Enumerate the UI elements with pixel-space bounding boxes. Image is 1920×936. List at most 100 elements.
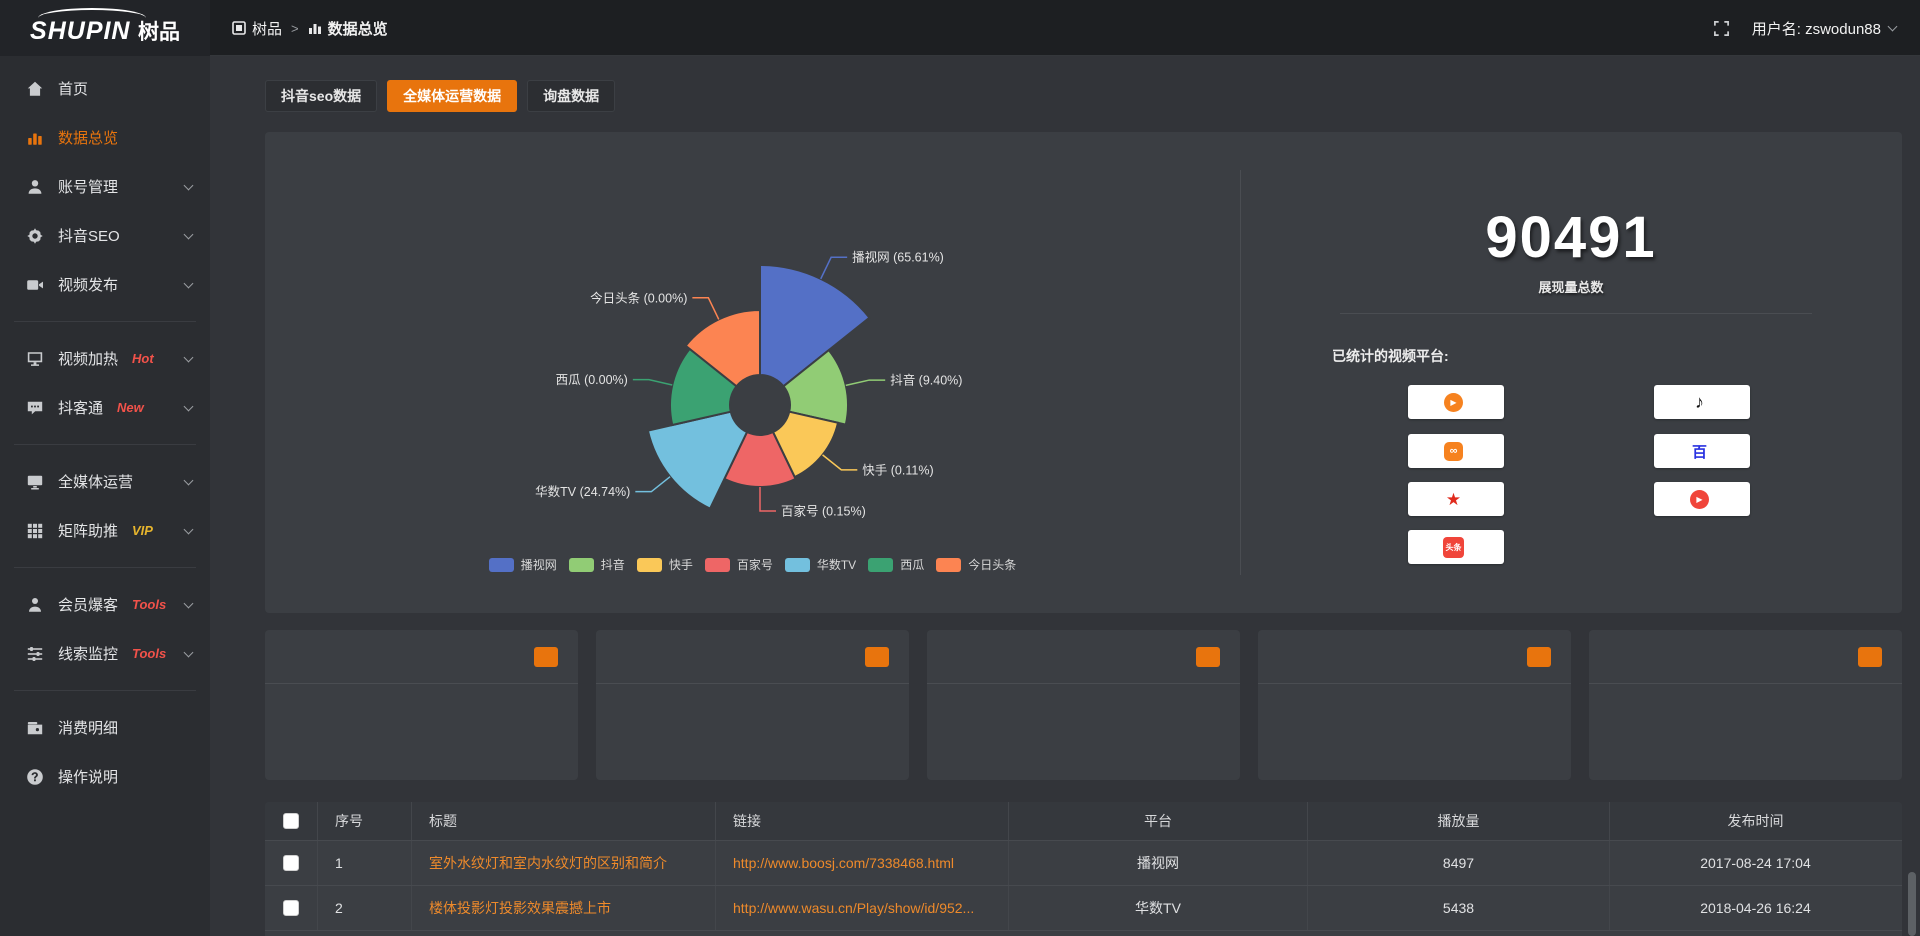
legend-item-今日头条[interactable]: 今日头条 bbox=[936, 556, 1016, 573]
pie-slice-抖音[interactable] bbox=[782, 348, 849, 426]
cell-value-plays: 8497 bbox=[1442, 855, 1475, 871]
logo-text-cn: 树品 bbox=[137, 21, 180, 44]
legend-swatch bbox=[868, 557, 894, 572]
column-header-plays: 播放量 bbox=[1308, 802, 1610, 840]
chart-bars-icon bbox=[28, 133, 42, 145]
sidebar-item-线索监控[interactable]: 线索监控 Tools bbox=[0, 629, 210, 678]
cell-platform: 华数TV bbox=[1009, 886, 1308, 930]
cell-select bbox=[265, 841, 318, 885]
sidebar-item-label: 矩阵助推 bbox=[58, 523, 119, 540]
tab-全媒体运营数据[interactable]: 全媒体运营数据 bbox=[387, 80, 518, 112]
legend-label: 播视网 bbox=[520, 558, 557, 572]
sidebar-item-消费明细[interactable]: 消费明细 bbox=[0, 703, 210, 752]
breadcrumb-root[interactable]: 树品 bbox=[232, 18, 282, 39]
legend-label: 快手 bbox=[668, 558, 693, 572]
column-header-label: 链接 bbox=[733, 813, 761, 829]
sidebar-item-抖客通[interactable]: 抖客通 New bbox=[0, 383, 210, 432]
pie-slice-播视网[interactable] bbox=[759, 263, 871, 388]
video-url-link[interactable]: http://www.boosj.com/7338468.html bbox=[733, 855, 955, 871]
person-icon bbox=[29, 597, 41, 612]
video-url-link[interactable]: http://www.wasu.cn/Play/show/id/952... bbox=[733, 900, 975, 916]
pie-slice-华数TV[interactable] bbox=[646, 410, 749, 510]
cell-link: http://www.wasu.cn/Play/show/id/952... bbox=[716, 886, 1009, 930]
sidebar-item-label: 视频加热 bbox=[58, 351, 119, 368]
data-tabs: 抖音seo数据 全媒体运营数据 询盘数据 bbox=[265, 80, 616, 112]
row-checkbox[interactable] bbox=[283, 900, 299, 916]
pie-slice-西瓜[interactable] bbox=[669, 347, 738, 427]
video-title-link[interactable]: 室外水纹灯和室内水纹灯的区别和简介 bbox=[429, 855, 667, 871]
pie-label-西瓜: 西瓜 (0.00%) bbox=[556, 373, 628, 387]
platform-badge-快手: ∞ bbox=[1408, 434, 1504, 468]
sliders-icon bbox=[27, 646, 43, 661]
sidebar: 首页数据总览账号管理 抖音SEO 视频发布视频加热 Hot 抖客通 New 全媒体运营矩阵助… bbox=[0, 56, 210, 936]
tab-询盘数据[interactable]: 询盘数据 bbox=[527, 80, 616, 112]
sidebar-item-全媒体运营[interactable]: 全媒体运营 bbox=[0, 457, 210, 506]
legend-item-百家号[interactable]: 百家号 bbox=[704, 556, 773, 573]
kuaishou-logo-icon: ∞ bbox=[1444, 441, 1463, 461]
boosj-logo-icon: ▶ bbox=[1444, 392, 1463, 412]
chevron-down-icon bbox=[183, 352, 194, 362]
video-title-link[interactable]: 楼体投影灯投影效果震撼上市 bbox=[429, 900, 611, 916]
sidebar-item-会员爆客[interactable]: 会员爆客 Tools bbox=[0, 580, 210, 629]
legend-item-华数TV[interactable]: 华数TV bbox=[784, 556, 856, 573]
sidebar-item-label: 数据总览 bbox=[58, 130, 119, 147]
legend-item-西瓜[interactable]: 西瓜 bbox=[868, 556, 924, 573]
sidebar-item-数据总览[interactable]: 数据总览 bbox=[0, 113, 210, 162]
column-header-label: 播放量 bbox=[1437, 813, 1480, 829]
total-badge bbox=[1858, 646, 1882, 667]
sidebar-item-tag: New bbox=[117, 400, 144, 415]
chevron-down-icon bbox=[183, 180, 194, 190]
column-header-time: 发布时间 bbox=[1610, 802, 1901, 840]
pie-label-leader bbox=[632, 378, 673, 386]
column-header-title: 标题 bbox=[412, 802, 716, 840]
sidebar-divider bbox=[14, 690, 196, 691]
scrollbar-thumb[interactable] bbox=[1908, 872, 1916, 936]
sidebar-item-账号管理[interactable]: 账号管理 bbox=[0, 162, 210, 211]
breadcrumb-current[interactable]: 数据总览 bbox=[308, 18, 388, 39]
cell-value-time: 2017-08-24 17:04 bbox=[1700, 855, 1811, 871]
legend-swatch bbox=[704, 557, 730, 572]
screen-icon bbox=[27, 351, 43, 366]
note-square-icon bbox=[232, 21, 246, 35]
pie-label-leader bbox=[845, 379, 886, 387]
chevron-down-icon bbox=[183, 278, 194, 288]
douyin-logo-icon: ♪ bbox=[1695, 391, 1704, 412]
stat-card-视频数量 bbox=[265, 630, 578, 780]
total-badge bbox=[534, 646, 558, 667]
sidebar-item-抖音SEO[interactable]: 抖音SEO bbox=[0, 211, 210, 260]
column-header-label: 发布时间 bbox=[1727, 813, 1784, 829]
stat-card-点赞量 bbox=[596, 630, 909, 780]
user-menu[interactable]: 用户名: zswodun88 bbox=[1752, 18, 1898, 39]
sidebar-divider bbox=[14, 444, 196, 445]
topbar: SHUPIN 树品 树品 > 数据总览 用户名: zswodun88 bbox=[0, 0, 1920, 56]
impressions-total-value: 90491 bbox=[1485, 205, 1657, 270]
tab-抖音seo数据[interactable]: 抖音seo数据 bbox=[265, 80, 378, 112]
column-header-link: 链接 bbox=[716, 802, 1009, 840]
legend-swatch bbox=[936, 557, 962, 572]
select-all-checkbox[interactable] bbox=[283, 813, 299, 829]
legend-label: 今日头条 bbox=[968, 558, 1017, 572]
sidebar-item-视频发布[interactable]: 视频发布 bbox=[0, 260, 210, 309]
legend-item-播视网[interactable]: 播视网 bbox=[488, 556, 557, 573]
platform-badge-播视网: ▶ bbox=[1408, 385, 1504, 419]
pie-label-leader bbox=[822, 454, 858, 471]
pie-slice-快手[interactable] bbox=[771, 410, 840, 479]
pie-label-快手: 快手 (0.11%) bbox=[862, 463, 933, 477]
sidebar-item-label: 视频发布 bbox=[58, 277, 119, 294]
sidebar-item-label: 全媒体运营 bbox=[58, 474, 134, 491]
pie-slice-今日头条[interactable] bbox=[684, 308, 761, 388]
legend-swatch bbox=[636, 557, 662, 572]
sidebar-item-首页[interactable]: 首页 bbox=[0, 64, 210, 113]
fullscreen-icon[interactable] bbox=[1713, 20, 1730, 37]
videos-table: 序号 标题 链接 平台 播放量 发布时间 1 室外水纹灯和室内水纹灯的区别和简介 http://… bbox=[265, 802, 1902, 936]
legend-item-抖音[interactable]: 抖音 bbox=[568, 556, 625, 573]
sidebar-item-矩阵助推[interactable]: 矩阵助推 VIP bbox=[0, 506, 210, 555]
cell-time: 2017-08-24 17:04 bbox=[1610, 841, 1901, 885]
sidebar-item-操作说明[interactable]: 操作说明 bbox=[0, 752, 210, 801]
cell-title: 楼体投影灯投影效果震撼上市 bbox=[412, 886, 716, 930]
chevron-down-icon bbox=[183, 475, 194, 485]
row-checkbox[interactable] bbox=[283, 855, 299, 871]
pie-slice-百家号[interactable] bbox=[723, 430, 797, 488]
sidebar-item-视频加热[interactable]: 视频加热 Hot bbox=[0, 334, 210, 383]
legend-item-快手[interactable]: 快手 bbox=[636, 556, 693, 573]
